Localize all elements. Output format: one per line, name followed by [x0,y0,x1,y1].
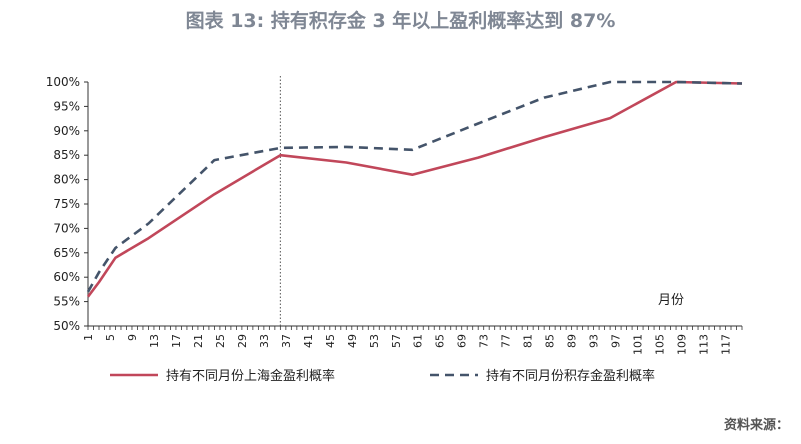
y-tick-label: 70% [53,221,80,235]
x-tick-label: 13 [148,334,161,348]
x-tick-label: 45 [324,334,337,348]
legend-layer: 持有不同月份上海金盈利概率 持有不同月份积存金盈利概率 [110,368,655,384]
x-tick-label: 9 [126,334,139,341]
x-tick-label: 117 [720,334,733,355]
x-tick-label: 61 [412,334,425,348]
y-tick-label: 100% [46,75,80,89]
x-tick-label: 73 [478,334,491,348]
chart-title: 图表 13: 持有积存金 3 年以上盈利概率达到 87% [185,10,616,32]
x-tick-label: 109 [676,334,689,355]
x-tick-label: 49 [346,334,359,348]
x-tick-label: 37 [280,334,293,348]
x-tick-label: 105 [654,334,667,355]
legend-label-1: 持有不同月份上海金盈利概率 [166,368,335,384]
x-tick-label: 5 [104,334,117,341]
x-tick-label: 21 [192,334,205,348]
y-tick-label: 90% [53,124,80,138]
x-tick-label: 1 [82,334,95,341]
x-tick-label: 17 [170,334,183,348]
x-tick-label: 101 [632,334,645,355]
y-tick-label: 50% [53,319,80,333]
y-tick-label: 75% [53,197,80,211]
x-tick-label: 93 [588,334,601,348]
x-tick-label: 41 [302,334,315,348]
x-tick-label: 113 [698,334,711,355]
legend-label-2: 持有不同月份积存金盈利概率 [486,368,655,384]
x-tick-label: 81 [522,334,535,348]
x-tick-label: 25 [214,334,227,348]
y-tick-label: 65% [53,246,80,260]
y-tick-label: 60% [53,270,80,284]
series-line-1 [86,80,743,298]
x-tick-label: 97 [610,334,623,348]
y-tick-label: 85% [53,148,80,162]
x-tick-label: 65 [434,334,447,348]
x-tick-label: 53 [368,334,381,348]
x-axis-unit-label: 月份 [658,293,684,308]
source-note: 资料来源： [723,418,789,433]
x-tick-label: 77 [500,334,513,348]
y-tick-label: 95% [53,99,80,113]
y-tick-label: 55% [53,295,80,309]
x-tick-label: 85 [544,334,557,348]
x-tick-label: 89 [566,334,579,348]
x-tick-label: 29 [236,334,249,348]
x-tick-label: 57 [390,334,403,348]
series-line-2 [86,80,743,293]
x-tick-label: 33 [258,334,271,348]
axes-layer: 50% 55% 60% 65% 70% 75% 80% 85% 90% 95% 100% 1 5 9 13 1… [46,75,743,355]
x-tick-label: 69 [456,334,469,348]
series-layer [86,80,743,298]
y-tick-label: 80% [53,173,80,187]
